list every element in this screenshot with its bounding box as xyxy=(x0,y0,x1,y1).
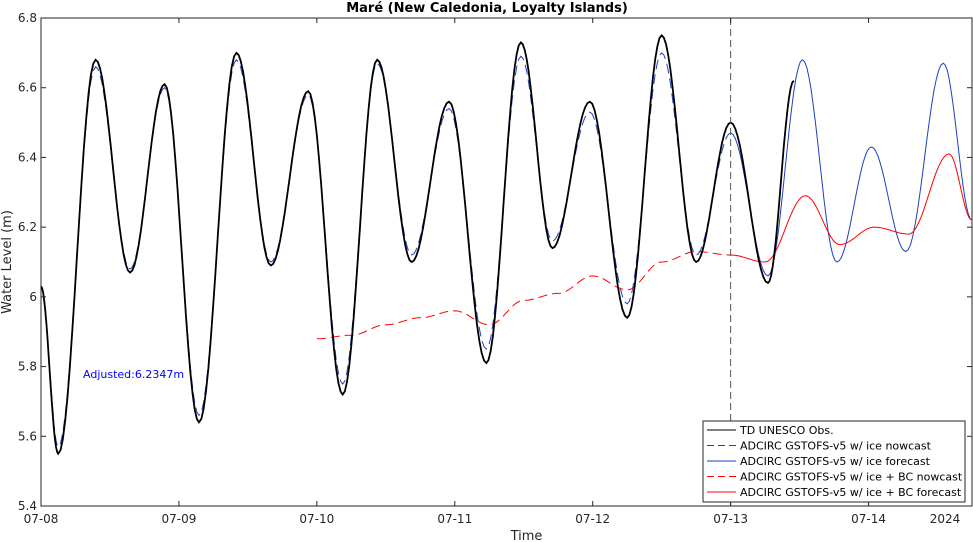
adjusted-annotation: Adjusted:6.2347m xyxy=(83,368,184,381)
y-tick-label: 5.6 xyxy=(18,429,37,443)
legend-box xyxy=(702,420,966,503)
x-axis-ticks: 07-08 07-09 07-10 07-11 07-12 07-13 07-14 xyxy=(24,18,886,526)
legend-label: ADCIRC GSTOFS-v5 w/ ice + BC nowcast xyxy=(740,471,963,484)
x-axis-label: Time xyxy=(510,529,543,542)
series-line-4 xyxy=(730,153,973,263)
x-tick-label: 07-14 xyxy=(851,512,886,526)
series-line-0 xyxy=(40,34,795,456)
series-line-3 xyxy=(316,250,731,340)
y-tick-label: 6.6 xyxy=(18,81,37,95)
x-tick-label: 07-11 xyxy=(437,512,472,526)
legend-label: ADCIRC GSTOFS-v5 w/ ice forecast xyxy=(740,455,931,468)
x-tick-label: 07-10 xyxy=(299,512,334,526)
series-layer xyxy=(40,34,973,456)
x-tick-label: 07-08 xyxy=(24,512,59,526)
y-tick-label: 5.8 xyxy=(18,360,37,374)
chart-title: Maré (New Caledonia, Loyalty Islands) xyxy=(346,1,628,16)
y-tick-label: 5.4 xyxy=(18,499,37,513)
y-tick-label: 6 xyxy=(29,290,37,304)
legend-label: TD UNESCO Obs. xyxy=(739,424,834,437)
legend-label: ADCIRC GSTOFS-v5 w/ ice nowcast xyxy=(740,440,932,453)
legend-label: ADCIRC GSTOFS-v5 w/ ice + BC forecast xyxy=(740,486,962,499)
y-tick-label: 6.2 xyxy=(18,220,37,234)
x-tick-label: 07-09 xyxy=(161,512,196,526)
legend: TD UNESCO Obs. ADCIRC GSTOFS-v5 w/ ice no… xyxy=(702,420,966,503)
x-tick-label: 07-13 xyxy=(713,512,748,526)
y-tick-label: 6.8 xyxy=(18,11,37,25)
x-year-label: 2024 xyxy=(930,512,961,526)
y-axis-label: Water Level (m) xyxy=(0,210,15,314)
x-tick-label: 07-12 xyxy=(575,512,610,526)
y-tick-label: 6.4 xyxy=(18,150,37,164)
y-axis-ticks: 5.4 5.6 5.8 6 6.2 6.4 6.6 6.8 xyxy=(18,11,972,513)
